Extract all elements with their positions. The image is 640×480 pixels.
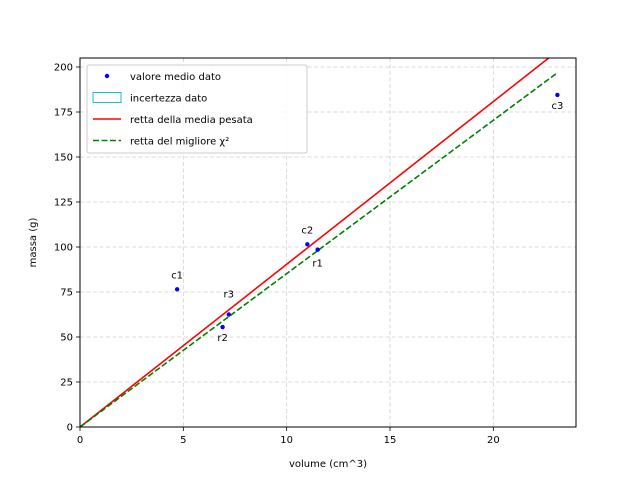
- y-tick-label: 0: [67, 423, 73, 434]
- point-label-c2: c2: [301, 225, 313, 236]
- y-axis-label: massa (g): [28, 218, 39, 268]
- plot-area-frame: [79, 57, 577, 428]
- legend-label-0: valore medio dato: [130, 72, 221, 83]
- y-tick-label: 175: [54, 108, 73, 119]
- point-label-c3: c3: [551, 101, 563, 112]
- x-tick-label: 0: [77, 435, 83, 446]
- legend-label-3: retta del migliore χ²: [130, 137, 229, 148]
- x-axis-label: volume (cm^3): [289, 459, 367, 470]
- point-label-r3: r3: [224, 290, 234, 301]
- best-chi2-line: [79, 72, 558, 428]
- data-point-c1: [174, 287, 180, 292]
- y-tick-label: 25: [60, 378, 73, 389]
- y-tick-label: 100: [54, 243, 73, 254]
- data-point-c2: [305, 242, 310, 247]
- legend-handle-marker: [104, 73, 110, 79]
- y-tick-label: 200: [54, 63, 73, 74]
- legend-box: [86, 64, 308, 154]
- y-tick-label: 150: [54, 153, 73, 164]
- y-tick-label: 125: [54, 198, 73, 209]
- point-label-c1: c1: [171, 270, 183, 281]
- x-tick-label: 5: [180, 435, 186, 446]
- data-point-r2: [220, 324, 225, 330]
- y-tick-label: 50: [60, 333, 73, 344]
- legend-label-1: incertezza dato: [130, 94, 207, 105]
- point-label-r2: r2: [217, 333, 227, 344]
- point-label-r1: r1: [312, 259, 322, 270]
- x-tick-label: 20: [487, 435, 500, 446]
- fit-lines: [79, 57, 558, 428]
- data-point-r1: [315, 247, 320, 252]
- weighted-mean-line: [79, 57, 550, 428]
- x-tick-label: 15: [384, 435, 397, 446]
- data-point-c3: [555, 92, 560, 98]
- legend-handle-box: [92, 92, 122, 103]
- data-points: [174, 92, 560, 330]
- x-tick-label: 10: [280, 435, 293, 446]
- legend: valore medio dato incertezza dato retta de…: [86, 64, 308, 154]
- point-labels: c1 c2 c3 r1 r2 r3: [171, 101, 563, 344]
- legend-label-2: retta della media pesata: [130, 115, 253, 126]
- y-tick-label: 75: [60, 288, 73, 299]
- data-point-r3: [226, 312, 231, 317]
